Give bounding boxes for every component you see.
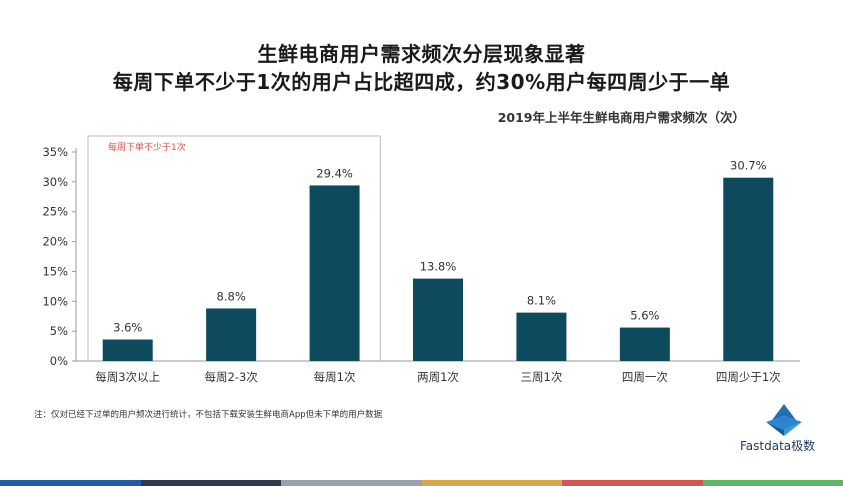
x-category-label: 四周一次 (622, 370, 668, 384)
x-category-label: 四周少于1次 (716, 370, 781, 384)
bar-value-label: 3.6% (113, 321, 142, 335)
bar (206, 308, 257, 361)
y-tick-label: 15% (42, 264, 68, 278)
y-tick-label: 20% (42, 235, 68, 249)
bar (619, 327, 670, 361)
y-tick-label: 0% (50, 354, 68, 368)
bar (516, 312, 567, 361)
bar-value-label: 5.6% (630, 309, 659, 323)
chart-subtitle: 2019年上半年生鲜电商用户需求频次（次） (497, 110, 745, 125)
y-tick-label: 5% (50, 324, 68, 338)
bar (723, 177, 774, 361)
bottom-bar-segment (702, 480, 843, 486)
bar-value-label: 13.8% (420, 260, 457, 274)
x-category-label: 每周1次 (314, 370, 356, 384)
bar-value-label: 29.4% (316, 166, 353, 180)
bottom-bar-segment (0, 480, 141, 486)
footnote: 注：仅对已经下过单的用户频次进行统计，不包括下载安装生鲜电商App但未下单的用户… (34, 410, 383, 420)
bottom-bar-segment (421, 480, 562, 486)
y-tick-label: 30% (42, 175, 68, 189)
x-category-label: 三周1次 (521, 370, 563, 384)
bar-value-label: 30.7% (730, 159, 767, 173)
annotation-label: 每周下单不少于1次 (108, 141, 186, 153)
x-category-label: 两周1次 (417, 370, 459, 384)
bar-chart: 每周下单不少于1次 0% 5% 10% 15% 20% 25% 30% 35% 3.6% 每周3次以… (42, 135, 800, 384)
bottom-color-bar (0, 480, 843, 486)
bottom-bar-segment (562, 480, 703, 486)
y-tick-label: 25% (42, 205, 68, 219)
x-category-label: 每周2-3次 (204, 370, 258, 384)
bar (309, 185, 360, 361)
y-tick-label: 35% (42, 145, 68, 159)
chart-title-line1: 生鲜电商用户需求频次分层现象显著 (257, 42, 586, 66)
bottom-bar-segment (140, 480, 281, 486)
y-tick-label: 10% (42, 294, 68, 308)
chart-title-line2: 每周下单不少于1次的用户占比超四成，约30%用户每四周少于一单 (112, 70, 731, 94)
logo-text: Fastdata极数 (740, 439, 816, 453)
bar (413, 278, 463, 361)
bar (102, 339, 153, 361)
bar-value-label: 8.1% (527, 294, 556, 308)
bar-value-label: 8.8% (217, 289, 246, 303)
x-category-label: 每周3次以上 (95, 370, 160, 384)
bottom-bar-segment (281, 480, 422, 486)
fastdata-logo-icon (766, 404, 802, 436)
